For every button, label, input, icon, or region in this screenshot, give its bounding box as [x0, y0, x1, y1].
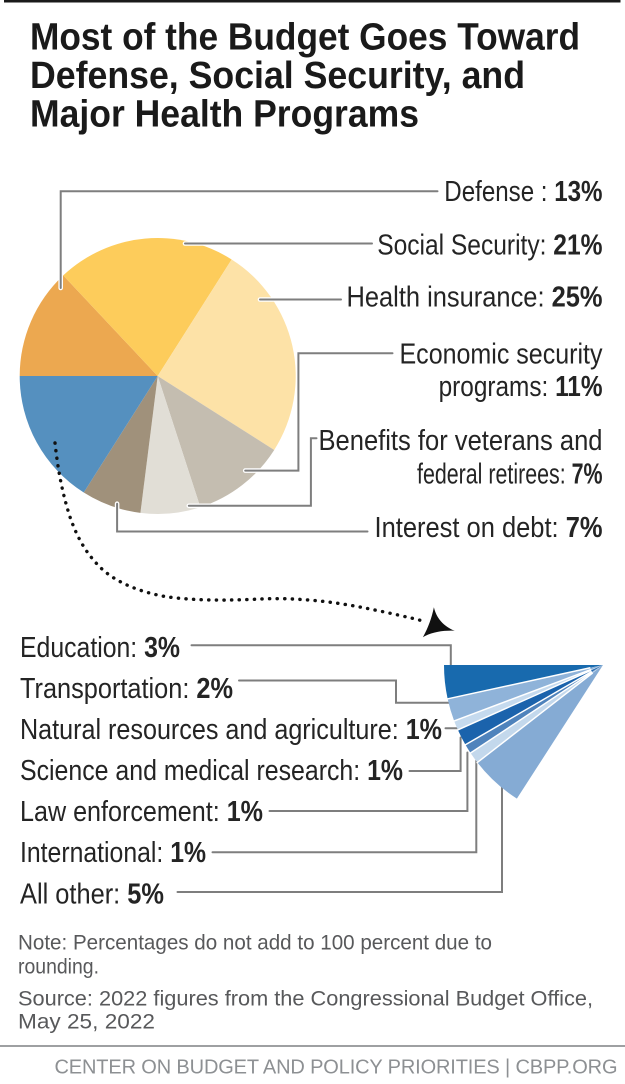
- svg-text:5%: 5%: [127, 879, 164, 911]
- svg-text:Major Health Programs: Major Health Programs: [30, 94, 419, 136]
- svg-text:3%: 3%: [144, 632, 180, 664]
- svg-text:Education:: Education:: [20, 632, 144, 664]
- svg-text:Social Security:: Social Security:: [377, 230, 553, 262]
- svg-text:13%: 13%: [554, 176, 602, 208]
- svg-text:All other:: All other:: [20, 879, 127, 911]
- svg-text:Interest on debt:: Interest on debt:: [375, 512, 566, 544]
- svg-text:Law enforcement:: Law enforcement:: [20, 796, 227, 828]
- svg-text:Defense :: Defense :: [444, 176, 554, 208]
- svg-text:CENTER ON BUDGET AND POLICY PR: CENTER ON BUDGET AND POLICY PRIORITIES |…: [55, 1057, 618, 1079]
- svg-text:Benefits for veterans and: Benefits for veterans and: [319, 425, 603, 457]
- svg-text:1%: 1%: [170, 837, 206, 869]
- svg-text:1%: 1%: [227, 796, 263, 828]
- svg-text:21%: 21%: [553, 230, 602, 262]
- svg-text:Natural resources and agricult: Natural resources and agriculture:: [20, 714, 406, 746]
- svg-text:International:: International:: [20, 837, 170, 869]
- svg-text:7%: 7%: [572, 459, 603, 491]
- svg-text:1%: 1%: [406, 714, 442, 746]
- svg-text:Defense, Social Security, and: Defense, Social Security, and: [30, 55, 525, 97]
- svg-text:7%: 7%: [566, 512, 603, 544]
- svg-text:25%: 25%: [552, 282, 603, 314]
- svg-text:Health insurance:: Health insurance:: [347, 282, 552, 314]
- svg-text:programs:: programs:: [439, 371, 555, 403]
- svg-text:1%: 1%: [367, 755, 403, 787]
- svg-text:Transportation:: Transportation:: [20, 673, 196, 705]
- svg-text:Source: 2022 figures from the: Source: 2022 figures from the Congressio…: [18, 988, 593, 1011]
- svg-text:2%: 2%: [196, 673, 233, 705]
- svg-text:Science and medical research:: Science and medical research:: [20, 755, 367, 787]
- svg-text:May 25, 2022: May 25, 2022: [18, 1011, 155, 1034]
- svg-text:Most of the Budget Goes Toward: Most of the Budget Goes Toward: [30, 17, 580, 59]
- svg-text:Economic security: Economic security: [400, 339, 603, 371]
- svg-text:rounding.: rounding.: [18, 956, 99, 979]
- svg-text:Note: Percentages do not add t: Note: Percentages do not add to 100 perc…: [18, 932, 492, 955]
- svg-text:federal retirees:: federal retirees:: [417, 459, 572, 491]
- svg-text:11%: 11%: [555, 371, 603, 403]
